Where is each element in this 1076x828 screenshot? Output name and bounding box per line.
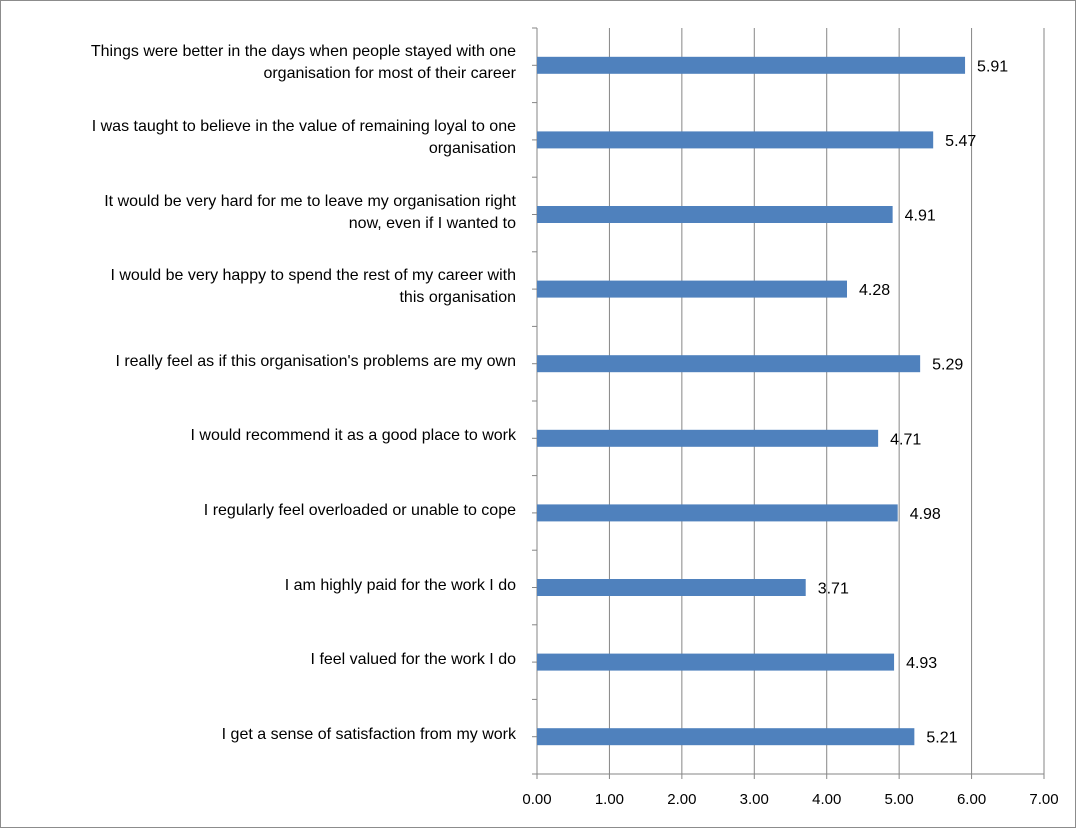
- category-label: I would be very happy to spend the rest …: [8, 265, 516, 309]
- category-label-line: I am highly paid for the work I do: [284, 576, 516, 594]
- category-label-line: I really feel as if this organisation's …: [115, 352, 516, 370]
- x-tick-label: 2.00: [667, 791, 696, 808]
- data-label: 5.91: [977, 58, 1008, 75]
- category-label-line: I feel valued for the work I do: [310, 651, 516, 669]
- data-label: 5.47: [945, 133, 976, 150]
- x-tick-label: 3.00: [740, 791, 769, 808]
- x-tick-label: 0.00: [522, 791, 551, 808]
- bar: [537, 504, 898, 522]
- bar: [537, 206, 893, 223]
- category-label: Things were better in the days when peop…: [8, 41, 516, 85]
- bar: [537, 280, 847, 298]
- category-label: I regularly feel overloaded or unable to…: [8, 500, 516, 522]
- bar: [537, 579, 806, 596]
- bar: [537, 56, 966, 74]
- data-label: 3.71: [818, 581, 849, 598]
- category-label-line: Things were better in the days when peop…: [90, 43, 516, 61]
- x-tick-label: 4.00: [812, 791, 841, 808]
- category-label: It would be very hard for me to leave my…: [8, 191, 516, 235]
- x-tick-label: 7.00: [1029, 791, 1058, 808]
- x-tick-label: 6.00: [957, 791, 986, 808]
- data-label: 4.71: [890, 431, 921, 448]
- x-tick-label: 5.00: [885, 791, 914, 808]
- bar: [537, 429, 879, 447]
- x-tick-label: 1.00: [595, 791, 624, 808]
- category-label-line: this organisation: [399, 289, 516, 307]
- category-label: I feel valued for the work I do: [8, 649, 516, 671]
- data-label: 5.29: [932, 357, 963, 374]
- category-label-line: I regularly feel overloaded or unable to…: [203, 501, 516, 519]
- category-label: I really feel as if this organisation's …: [8, 351, 516, 373]
- category-label-line: I get a sense of satisfaction from my wo…: [221, 725, 516, 743]
- bar: [537, 653, 895, 671]
- category-label: I was taught to believe in the value of …: [8, 116, 516, 160]
- category-label-line: It would be very hard for me to leave my…: [104, 192, 516, 210]
- bar: [537, 355, 921, 373]
- category-label: I get a sense of satisfaction from my wo…: [8, 724, 516, 746]
- data-label: 4.93: [906, 655, 937, 672]
- category-label-line: I was taught to believe in the value of …: [91, 117, 516, 135]
- category-label-line: organisation: [428, 139, 516, 157]
- data-label: 5.21: [926, 730, 957, 747]
- category-label: I would recommend it as a good place to …: [8, 425, 517, 447]
- category-label-line: organisation for most of their career: [263, 65, 516, 83]
- category-label-line: I would be very happy to spend the rest …: [110, 267, 516, 285]
- data-label: 4.28: [859, 282, 890, 299]
- bar: [537, 728, 915, 746]
- category-label: I am highly paid for the work I do: [8, 575, 516, 597]
- data-label: 4.98: [910, 506, 941, 523]
- category-label-line: now, even if I wanted to: [348, 214, 516, 232]
- data-label: 4.91: [905, 208, 936, 225]
- category-label-line: I would recommend it as a good place to …: [190, 427, 517, 445]
- bar: [537, 131, 934, 149]
